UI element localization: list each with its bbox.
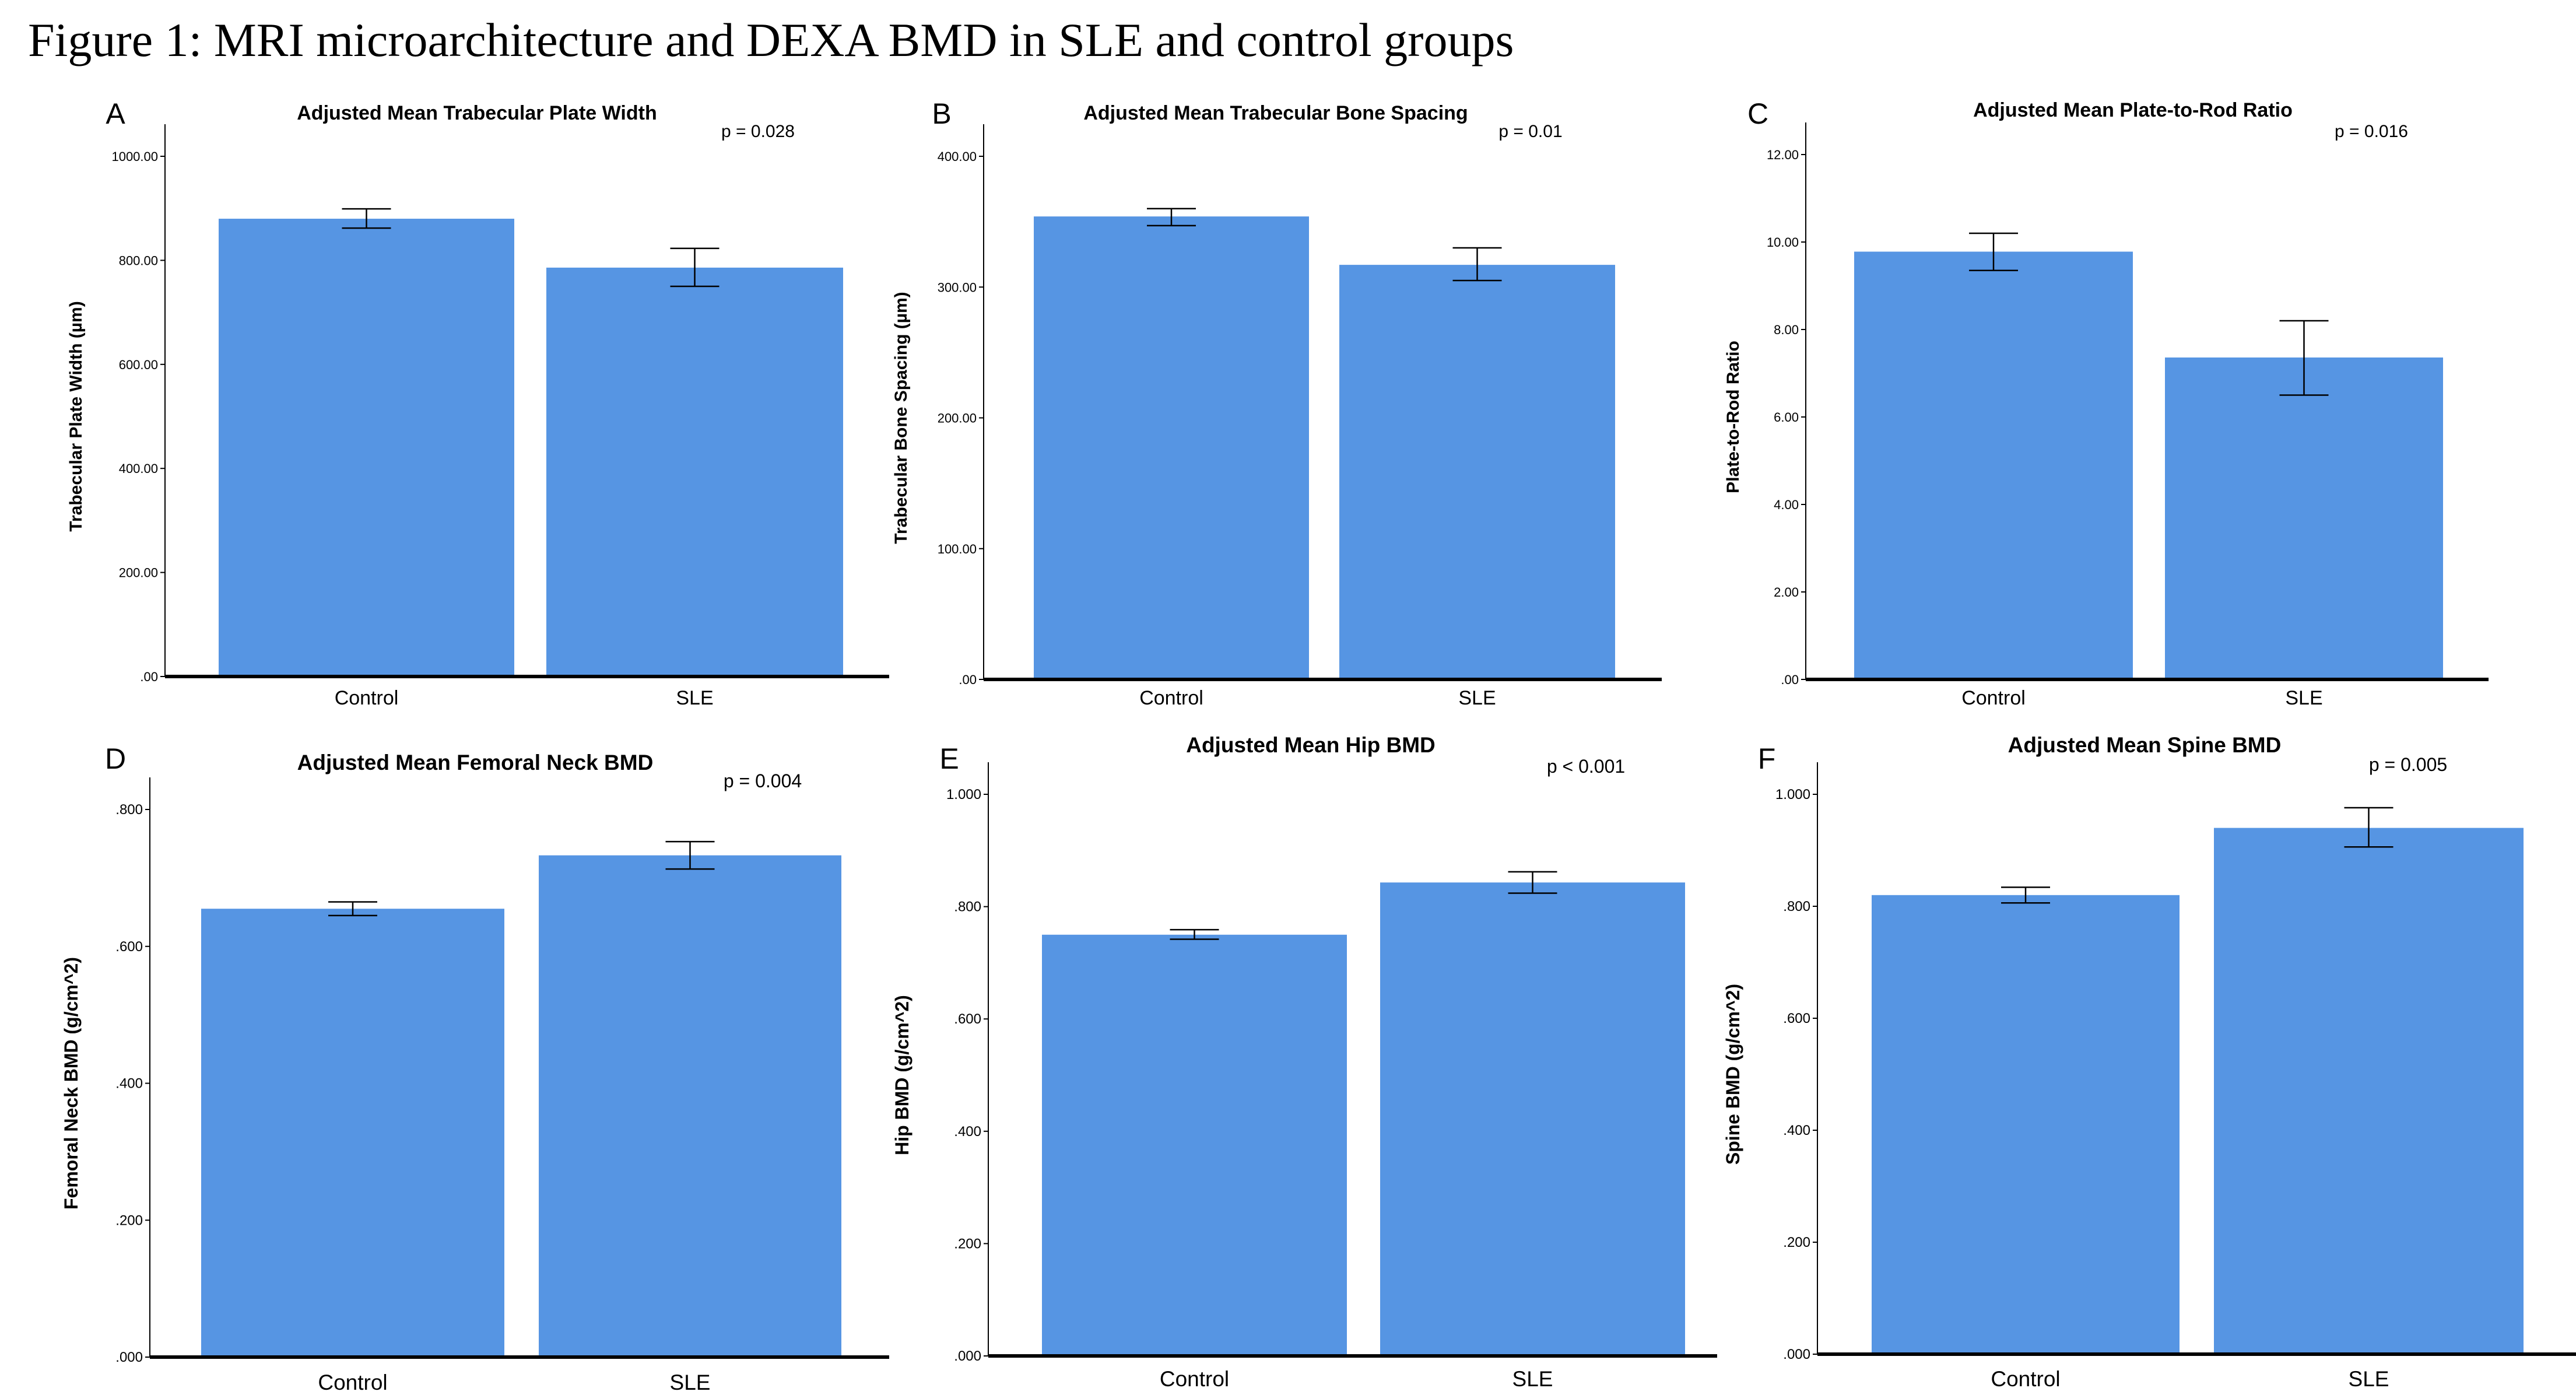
panel-letter: F [1758, 742, 1776, 775]
panel-letter: E [939, 742, 959, 775]
y-axis-label: Spine BMD (g/cm^2) [1722, 984, 1743, 1165]
y-tick-label: 8.00 [1774, 323, 1799, 337]
y-tick-label: .00 [959, 672, 977, 687]
y-tick-label: .600 [954, 1011, 981, 1027]
y-tick-label: 800.00 [119, 253, 158, 268]
p-value-annotation: p = 0.016 [2335, 122, 2408, 141]
y-tick-label: 400.00 [938, 149, 977, 164]
x-category-label: SLE [670, 1371, 711, 1394]
panel-b: B Adjusted Mean Trabecular Bone Spacing p … [892, 97, 1662, 709]
x-category-label: SLE [1458, 687, 1496, 709]
y-tick-label: .400 [115, 1076, 143, 1092]
bar-control [1034, 216, 1309, 679]
x-category-label: Control [1991, 1367, 2060, 1391]
panel-letter: B [932, 97, 951, 130]
y-tick-label: .400 [954, 1124, 981, 1140]
y-tick-label: .000 [954, 1348, 981, 1364]
y-tick-label: 2.00 [1774, 585, 1799, 600]
y-tick-label: .800 [1783, 899, 1810, 914]
chart-title: Adjusted Mean Spine BMD [2008, 733, 2282, 757]
bar-control [1872, 895, 2180, 1354]
bar-sle [1339, 265, 1615, 679]
y-tick-label: .000 [1783, 1347, 1810, 1362]
y-tick-label: .200 [1783, 1235, 1810, 1250]
p-value-annotation: p = 0.01 [1498, 122, 1562, 141]
x-category-label: Control [335, 687, 399, 709]
y-tick-label: 1000.00 [111, 149, 158, 164]
bar-sle [1380, 882, 1685, 1356]
x-category-label: Control [1139, 687, 1203, 709]
y-tick-label: 400.00 [119, 461, 158, 476]
y-tick-label: .00 [1781, 672, 1799, 687]
bar-control [201, 909, 504, 1357]
y-tick-label: .400 [1783, 1123, 1810, 1138]
panel-letter: C [1747, 97, 1768, 130]
y-tick-label: 200.00 [119, 566, 158, 580]
x-category-label: SLE [676, 687, 713, 709]
figure-title: Figure 1: MRI microarchitecture and DEXA… [28, 13, 1514, 66]
y-axis-label: Femoral Neck BMD (g/cm^2) [61, 957, 82, 1210]
y-tick-label: 10.00 [1767, 235, 1799, 250]
y-tick-label: 200.00 [938, 411, 977, 426]
y-tick-label: .00 [140, 670, 158, 684]
x-category-label: SLE [1512, 1367, 1553, 1391]
bar-sle [546, 267, 843, 677]
chart-title: Adjusted Mean Trabecular Bone Spacing [1083, 102, 1468, 124]
y-tick-label: .600 [115, 939, 143, 955]
p-value-annotation: p = 0.005 [2369, 754, 2447, 775]
y-tick-label: .200 [954, 1236, 981, 1252]
panel-a: A Adjusted Mean Trabecular Plate Width p =… [66, 97, 889, 709]
p-value-annotation: p = 0.004 [724, 770, 802, 791]
bar-control [1854, 251, 2133, 679]
y-axis-label: Trabecular Bone Spacing (µm) [892, 292, 911, 544]
y-tick-label: 100.00 [938, 542, 977, 556]
y-tick-label: 1.000 [946, 787, 981, 802]
y-tick-label: .000 [115, 1350, 143, 1365]
chart-title: Adjusted Mean Plate-to-Rod Ratio [1973, 99, 2293, 121]
x-category-label: Control [318, 1371, 387, 1394]
panel-letter: A [106, 97, 125, 130]
bar-control [219, 219, 514, 677]
bar-sle [539, 855, 841, 1357]
panel-f: F Adjusted Mean Spine BMD p = 0.005 .000 .20… [1722, 733, 2576, 1391]
bar-control [1042, 934, 1347, 1356]
p-value-annotation: p < 0.001 [1547, 756, 1625, 777]
bar-sle [2214, 828, 2524, 1354]
y-tick-label: .200 [115, 1212, 143, 1228]
x-category-label: SLE [2285, 687, 2322, 709]
x-category-label: SLE [2349, 1367, 2389, 1391]
y-tick-label: 6.00 [1774, 410, 1799, 425]
y-tick-label: .800 [954, 899, 981, 915]
y-tick-label: 600.00 [119, 357, 158, 372]
x-category-label: Control [1160, 1367, 1229, 1391]
y-axis-label: Trabecular Plate Width (µm) [66, 301, 86, 531]
panel-letter: D [105, 742, 126, 775]
y-tick-label: 1.000 [1775, 787, 1810, 802]
chart-title: Adjusted Mean Hip BMD [1186, 733, 1436, 757]
panel-d: D Adjusted Mean Femoral Neck BMD p = 0.004… [61, 742, 889, 1394]
bar-sle [2165, 357, 2443, 679]
y-tick-label: 4.00 [1774, 497, 1799, 512]
y-axis-label: Hip BMD (g/cm^2) [892, 995, 913, 1155]
p-value-annotation: p = 0.028 [721, 122, 795, 141]
panel-c: C Adjusted Mean Plate-to-Rod Ratio p = 0.0… [1724, 97, 2489, 709]
chart-title: Adjusted Mean Femoral Neck BMD [297, 751, 654, 774]
chart-title: Adjusted Mean Trabecular Plate Width [297, 102, 657, 124]
y-tick-label: 12.00 [1767, 148, 1799, 162]
x-category-label: Control [1961, 687, 2026, 709]
panel-e: E Adjusted Mean Hip BMD p < 0.001 .000 .200.… [892, 733, 1717, 1391]
y-tick-label: .800 [115, 802, 143, 818]
y-tick-label: .600 [1783, 1011, 1810, 1026]
y-tick-label: 300.00 [938, 280, 977, 295]
y-axis-label: Plate-to-Rod Ratio [1724, 341, 1743, 493]
